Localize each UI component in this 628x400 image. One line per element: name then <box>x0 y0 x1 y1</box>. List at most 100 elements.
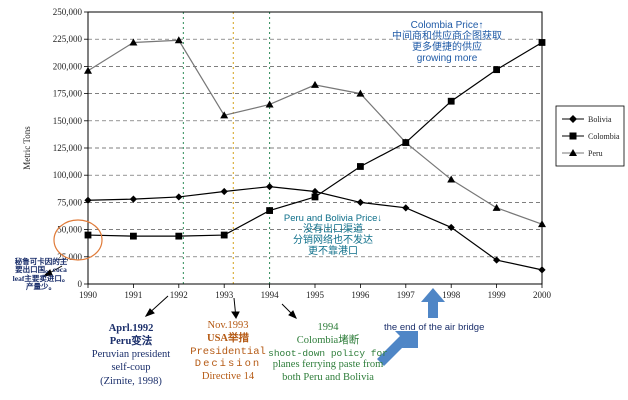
data-point-bolivia <box>493 256 501 264</box>
colombia-price-title: Colombia Price↑ <box>410 20 484 31</box>
y-tick-label: 0 <box>78 279 83 289</box>
left-note: 秘鲁可卡因的主 要出口国。coca leaf主要卖进口。 产量少。 <box>6 257 76 291</box>
data-point-colombia <box>311 193 319 201</box>
x-tick-label: 1999 <box>488 290 507 300</box>
event-1992-line-4: self-coup <box>111 362 151 374</box>
x-tick-label: 1995 <box>306 290 325 300</box>
event-1992-line-5: (Zirnite, 1998) <box>100 375 162 387</box>
event-1992-line-3: Peruvian president <box>91 349 171 361</box>
data-point-peru <box>492 203 501 211</box>
event-1993-line-2: USA举措 <box>206 332 249 344</box>
data-point-peru <box>356 89 365 97</box>
data-point-peru <box>538 220 546 228</box>
data-point-bolivia <box>129 195 137 203</box>
peru-bolivia-price-line-3: 更不靠港口 <box>308 246 358 258</box>
x-ticks: 1990 1991 1992 1993 1994 1995 1996 1997 1998 1999… <box>79 284 552 300</box>
blue-up-arrow <box>421 288 445 318</box>
colombia-price-line-3: growing more <box>416 53 478 64</box>
data-point-peru <box>311 80 319 88</box>
event-lines <box>182 12 271 284</box>
data-point-bolivia <box>402 204 410 212</box>
y-tick-label: 150,000 <box>53 116 83 126</box>
event-1994-line-2: Colombia堵断 <box>296 334 360 346</box>
legend-marker-colombia <box>569 132 577 140</box>
data-point-colombia <box>266 207 273 214</box>
event-1994-line-1: 1994 <box>317 322 339 333</box>
data-point-peru <box>174 36 183 44</box>
highlight-circle <box>53 219 103 261</box>
pointer-arrows <box>42 265 297 319</box>
series-line-colombia <box>87 41 543 237</box>
legend-label-colombia: Colombia <box>588 132 620 141</box>
arrow-1992-head <box>144 308 155 317</box>
peru-bolivia-price-line-1: 没有出口渠道 <box>303 224 363 236</box>
event-1993-annotation: Nov.1993 USA举措 Presidential Decision Dir… <box>190 320 266 384</box>
x-tick-label: 1992 <box>170 290 188 300</box>
peru-bolivia-price-annotation: Peru and Bolivia Price↓ 没有出口渠道 分销网络也不发达 … <box>268 213 398 258</box>
data-point-bolivia <box>266 183 274 191</box>
data-point-colombia <box>493 66 500 74</box>
event-1992-line-1: Aprl.1992 <box>108 323 154 334</box>
y-tick-label: 175,000 <box>53 89 83 99</box>
data-point-peru <box>129 38 138 46</box>
y-tick-label: 125,000 <box>53 143 83 153</box>
y-axis-label: Metric Tons <box>22 126 32 170</box>
event-1994-line-3: shoot-down policy for <box>268 347 388 359</box>
data-point-bolivia <box>356 198 364 206</box>
x-tick-label: 1997 <box>397 290 416 300</box>
left-note-line-4: 产量少。 <box>26 281 56 291</box>
data-point-colombia <box>357 163 364 170</box>
x-tick-label: 1994 <box>261 290 280 300</box>
colombia-price-annotation: Colombia Price↑ 中间商和供应商企图获取 更多便捷的供应 grow… <box>352 20 542 64</box>
data-point-bolivia <box>175 193 183 201</box>
data-point-peru <box>447 175 456 183</box>
x-tick-label: 2000 <box>533 290 552 300</box>
data-point-colombia <box>538 39 546 46</box>
x-tick-label: 1991 <box>124 290 142 300</box>
x-tick-label: 1990 <box>79 290 98 300</box>
blue-diagonal-arrow <box>377 331 418 366</box>
data-point-bolivia <box>220 187 228 196</box>
event-1992-annotation: Aprl.1992 Peru变法 Peruvian president self… <box>76 322 186 388</box>
data-point-peru <box>265 100 274 108</box>
x-tick-label: 1993 <box>215 290 234 300</box>
y-tick-label: 250,000 <box>53 7 83 17</box>
event-1994-line-4: planes ferrying paste from <box>272 359 384 371</box>
legend-marker-bolivia <box>569 115 577 123</box>
y-tick-label: 100,000 <box>53 170 83 180</box>
arrow-1994-head <box>288 310 297 319</box>
event-1993-line-1: Nov.1993 <box>207 320 249 331</box>
left-note-line-2: 要出口国。coca <box>15 265 67 275</box>
legend-label-bolivia: Bolivia <box>588 115 612 124</box>
legend-label-peru: Peru <box>588 149 603 158</box>
event-1994-annotation: 1994 Colombia堵断 shoot-down policy for pl… <box>256 322 400 385</box>
y-tick-label: 50,000 <box>57 225 82 235</box>
x-tick-label: 1998 <box>442 290 461 300</box>
y-tick-label: 200,000 <box>53 61 83 71</box>
data-point-colombia <box>175 232 183 240</box>
peru-bolivia-price-title: Peru and Bolivia Price↓ <box>283 213 383 224</box>
peru-bolivia-price-line-2: 分销网络也不发达 <box>293 235 373 247</box>
event-1994-line-5: both Peru and Bolivia <box>282 371 374 383</box>
data-point-colombia <box>84 231 92 239</box>
series-markers <box>84 36 546 274</box>
data-point-peru <box>401 138 410 146</box>
data-point-bolivia <box>538 266 546 274</box>
data-point-bolivia <box>311 187 319 196</box>
arrow-left-note-head <box>42 269 53 277</box>
event-1993-line-4: Decision <box>194 358 262 371</box>
data-point-colombia <box>447 97 455 105</box>
legend-marker-peru <box>569 149 577 156</box>
left-note-line-3: leaf主要卖进口。 <box>12 273 70 283</box>
air-bridge-annotation: the end of the air bridge <box>384 322 485 333</box>
data-point-colombia <box>130 232 137 240</box>
data-point-colombia <box>220 231 228 239</box>
data-point-peru <box>220 111 229 119</box>
left-note-line-1: 秘鲁可卡因的主 <box>14 257 68 266</box>
event-1993-line-3: Presidential <box>190 345 266 358</box>
legend: Bolivia Colombia Peru <box>555 105 625 167</box>
y-tick-label: 75,000 <box>57 197 82 207</box>
event-1993-line-5: Directive 14 <box>201 371 255 383</box>
y-tick-label: 25,000 <box>57 252 82 262</box>
data-point-peru <box>84 66 92 74</box>
